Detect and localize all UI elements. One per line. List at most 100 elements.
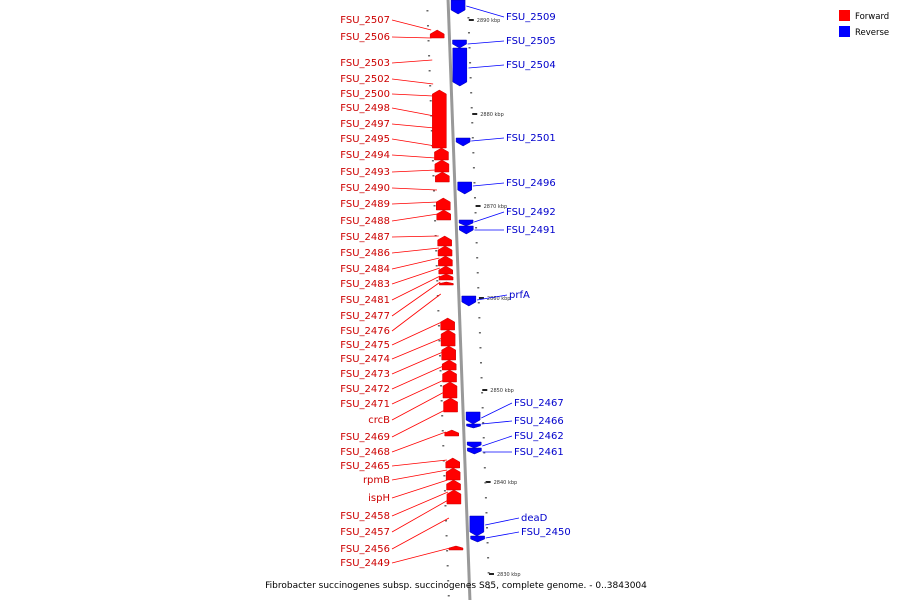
gene-label-dead[interactable]: deaD: [521, 513, 548, 524]
gene-label-fsu-2475[interactable]: FSU_2475: [340, 340, 390, 351]
minor-tick: [472, 167, 475, 169]
gene-label-fsu-2503[interactable]: FSU_2503: [340, 58, 390, 69]
gene-label-fsu-2489[interactable]: FSU_2489: [340, 199, 390, 210]
tick-mark: [472, 113, 478, 115]
gene-label-rpmb[interactable]: rpmB: [363, 475, 390, 486]
forward-leader-line: [391, 93, 434, 97]
gene-label-prfa[interactable]: prfA: [509, 290, 530, 301]
gene-label-fsu-2504[interactable]: FSU_2504: [506, 60, 556, 71]
gene-label-fsu-2471[interactable]: FSU_2471: [340, 399, 390, 410]
gene-label-fsu-2484[interactable]: FSU_2484: [340, 264, 390, 275]
minor-tick: [437, 325, 440, 327]
forward-gene: [442, 369, 457, 383]
gene-label-fsu-2490[interactable]: FSU_2490: [340, 183, 390, 194]
gene-label-fsu-2468[interactable]: FSU_2468: [340, 447, 390, 458]
reverse-gene: [452, 47, 468, 87]
reverse-gene: [461, 295, 477, 307]
gene-label-fsu-2476[interactable]: FSU_2476: [340, 326, 390, 337]
gene-label-fsu-2458[interactable]: FSU_2458: [340, 511, 390, 522]
gene-label-fsu-2495[interactable]: FSU_2495: [340, 134, 390, 145]
forward-genes: [429, 29, 464, 551]
forward-leader-lines: [391, 19, 451, 564]
forward-leader-line: [391, 257, 440, 270]
reverse-leader-line: [471, 137, 505, 142]
minor-tick: [484, 482, 487, 484]
gene-label-fsu-2506[interactable]: FSU_2506: [340, 32, 390, 43]
gene-label-fsu-2456[interactable]: FSU_2456: [340, 544, 390, 555]
reverse-gene: [452, 39, 467, 49]
forward-leader-line: [391, 78, 434, 85]
forward-gene: [440, 329, 456, 347]
tick-mark: [468, 19, 474, 21]
gene-label-fsu-2467[interactable]: FSU_2467: [514, 398, 564, 409]
gene-label-fsu-2493[interactable]: FSU_2493: [340, 167, 390, 178]
gene-label-fsu-2457[interactable]: FSU_2457: [340, 527, 390, 538]
forward-gene: [445, 457, 461, 469]
minor-tick: [471, 122, 474, 124]
gene-label-fsu-2469[interactable]: FSU_2469: [340, 432, 390, 443]
forward-leader-line: [391, 365, 444, 390]
forward-leader-line: [391, 391, 445, 421]
gene-label-fsu-2492[interactable]: FSU_2492: [506, 207, 556, 218]
minor-tick: [485, 512, 488, 514]
legend: Forward Reverse: [839, 10, 889, 38]
gene-label-fsu-2462[interactable]: FSU_2462: [514, 431, 564, 442]
minor-tick: [488, 587, 491, 589]
gene-label-fsu-2473[interactable]: FSU_2473: [340, 369, 390, 380]
gene-label-fsu-2483[interactable]: FSU_2483: [340, 279, 390, 290]
reverse-leader-line: [468, 64, 505, 69]
gene-label-fsu-2494[interactable]: FSU_2494: [340, 150, 390, 161]
minor-tick: [469, 77, 472, 79]
gene-label-fsu-2472[interactable]: FSU_2472: [340, 384, 390, 395]
minor-tick: [432, 190, 435, 192]
gene-label-fsu-2461[interactable]: FSU_2461: [514, 447, 564, 458]
reverse-leader-line: [481, 402, 513, 419]
reverse-gene: [467, 447, 482, 455]
gene-label-fsu-2466[interactable]: FSU_2466: [514, 416, 564, 427]
map-caption: Fibrobacter succinogenes subsp. succinog…: [265, 581, 647, 591]
gene-label-fsu-2481[interactable]: FSU_2481: [340, 295, 390, 306]
gene-label-fsu-2498[interactable]: FSU_2498: [340, 103, 390, 114]
forward-gene: [437, 235, 452, 247]
forward-leader-line: [391, 235, 439, 238]
gene-label-fsu-2450[interactable]: FSU_2450: [521, 527, 571, 538]
gene-label-fsu-2477[interactable]: FSU_2477: [340, 311, 390, 322]
minor-tick: [479, 347, 482, 349]
forward-leader-line: [391, 267, 440, 285]
gene-label-isph[interactable]: ispH: [368, 493, 390, 504]
gene-label-fsu-2465[interactable]: FSU_2465: [340, 461, 390, 472]
forward-gene: [437, 245, 453, 257]
gene-label-fsu-2487[interactable]: FSU_2487: [340, 232, 390, 243]
gene-label-fsu-2505[interactable]: FSU_2505: [506, 36, 556, 47]
gene-label-fsu-2491[interactable]: FSU_2491: [506, 225, 556, 236]
legend-reverse-label: Reverse: [855, 28, 889, 38]
forward-leader-line: [391, 169, 437, 173]
minor-tick: [428, 70, 431, 72]
forward-leader-line: [391, 281, 441, 317]
gene-label-fsu-2488[interactable]: FSU_2488: [340, 216, 390, 227]
gene-label-fsu-2502[interactable]: FSU_2502: [340, 74, 390, 85]
forward-leader-line: [391, 19, 432, 31]
gene-label-fsu-2507[interactable]: FSU_2507: [340, 15, 390, 26]
minor-tick: [444, 505, 447, 507]
tick-labels: 2890 kbp 2880 kbp 2870 kbp 2860 kbp 2850 kbp…: [477, 18, 521, 578]
minor-tick: [429, 85, 432, 87]
forward-leader-line: [391, 321, 442, 346]
gene-label-fsu-2501[interactable]: FSU_2501: [506, 133, 556, 144]
gene-label-fsu-2497[interactable]: FSU_2497: [340, 119, 390, 130]
gene-label-fsu-2509[interactable]: FSU_2509: [506, 12, 556, 23]
reverse-leader-line: [482, 435, 513, 447]
minor-tick: [440, 385, 443, 387]
minor-tick: [431, 160, 434, 162]
gene-label-fsu-2449[interactable]: FSU_2449: [340, 558, 390, 569]
forward-leader-line: [391, 337, 443, 360]
gene-label-fsu-2474[interactable]: FSU_2474: [340, 354, 390, 365]
gene-label-crcb[interactable]: crcB: [368, 415, 390, 426]
forward-gene-labels: FSU_2507 FSU_2506 FSU_2503 FSU_2502 FSU_2500…: [340, 15, 390, 569]
forward-gene: [436, 209, 451, 221]
gene-label-fsu-2496[interactable]: FSU_2496: [506, 178, 556, 189]
gene-label-fsu-2486[interactable]: FSU_2486: [340, 248, 390, 259]
forward-gene: [440, 317, 455, 331]
gene-label-fsu-2500[interactable]: FSU_2500: [340, 89, 390, 100]
minor-tick: [437, 310, 440, 312]
